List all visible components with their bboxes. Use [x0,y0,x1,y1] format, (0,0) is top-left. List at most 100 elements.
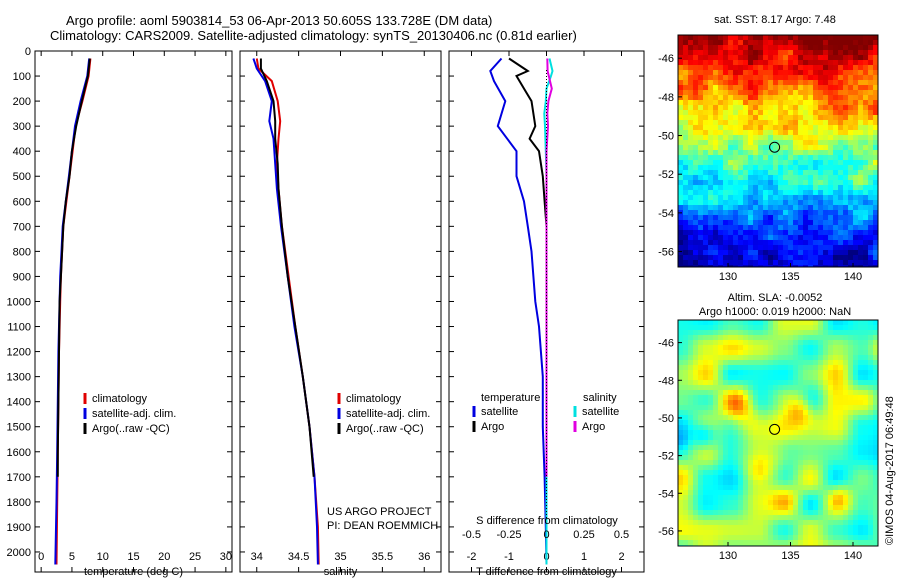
sst-map-cell [708,100,714,106]
sla-map-cell [683,370,689,376]
sst-map-cell [828,145,834,151]
sst-map-cell [713,75,719,81]
sst-map-xtick-label: 140 [844,271,862,283]
sst-map-cell [748,115,754,121]
sla-map-cell [798,515,804,521]
sst-map-cell [743,215,749,221]
sst-map-cell [868,40,874,46]
sst-map-cell [693,50,699,56]
sst-map-cell [783,155,789,161]
sla-map-cell [703,470,709,476]
sla-map-cell [678,485,684,491]
sst-map-cell [703,155,709,161]
sla-map-cell [698,430,704,436]
sst-map-cell [683,85,689,91]
sst-map-cell [728,105,734,111]
sla-map-cell [823,515,829,521]
sla-map-cell [723,355,729,361]
sla-map-cell [873,340,879,346]
sst-map-cell [738,85,744,91]
sst-map-cell [803,65,809,71]
sla-map-cell [688,530,694,536]
sla-map-cell [723,365,729,371]
sla-map-cell [778,490,784,496]
sla-map-cell [678,320,684,326]
sla-map-cell [823,335,829,341]
sst-map-cell [853,170,859,176]
sla-map-cell [853,375,859,381]
sla-map-cell [723,430,729,436]
diff-s-tick-label: 0.5 [614,529,629,541]
sla-map-cell [843,470,849,476]
sst-map-cell [833,185,839,191]
sla-map-cell [708,505,714,511]
sla-map-cell [803,340,809,346]
temperature-ytick-label: 1900 [7,522,31,534]
sst-map-cell [808,90,814,96]
diff-legend-temperature-label: Argo [481,421,504,433]
sla-map-cell [723,415,729,421]
sla-map-cell [868,380,874,386]
sst-map-cell [678,45,684,51]
sst-map-cell [793,110,799,116]
sst-map-cell [873,90,879,96]
sla-map-cell [688,380,694,386]
sla-map-cell [688,365,694,371]
sst-map-cell [698,50,704,56]
sst-map-cell [718,160,724,166]
sst-map-cell [873,200,879,206]
sst-map-cell [863,125,869,131]
sst-map-cell [798,225,804,231]
sst-map-cell [858,240,864,246]
sst-map-cell [833,260,839,266]
sla-map-cell [803,355,809,361]
sla-map-cell [843,360,849,366]
sst-map-cell [838,225,844,231]
sst-map-cell [693,205,699,211]
sst-map-cell [683,200,689,206]
sla-map-cell [838,525,844,531]
sst-map-cell [868,230,874,236]
sla-map-cell [688,480,694,486]
sst-map-cell [763,180,769,186]
sla-map-cell [828,380,834,386]
sst-map-cell [753,175,759,181]
sst-map-cell [723,90,729,96]
sla-map-cell [738,460,744,466]
sst-map-cell [763,45,769,51]
sla-map-cell [713,435,719,441]
sla-map-cell [788,460,794,466]
sst-map-cell [813,210,819,216]
sst-map-cell [833,45,839,51]
sla-map-cell [773,365,779,371]
sla-map-cell [808,335,814,341]
sst-map-cell [788,230,794,236]
sla-map-cell [768,505,774,511]
sla-map-cell [728,520,734,526]
sst-map-cell [768,160,774,166]
sla-map-cell [868,355,874,361]
sla-map-cell [803,475,809,481]
sst-map-cell [693,85,699,91]
sla-map-frame [677,319,879,547]
sst-map-cell [843,265,849,268]
sst-map-cell [833,160,839,166]
sst-map-cell [748,220,754,226]
sst-map-cell [798,90,804,96]
sla-map-cell [768,360,774,366]
sla-map-cell [843,450,849,456]
sla-map-cell [723,420,729,426]
sst-map-cell [758,55,764,61]
sla-map-cell [863,485,869,491]
temperature-ytick-label: 1500 [7,422,31,434]
sla-map-cell [718,330,724,336]
sst-map-cell [738,195,744,201]
sst-map-cell [843,60,849,66]
sla-map-cell [748,360,754,366]
sla-map-cell [703,465,709,471]
sst-map-cell [713,105,719,111]
sla-map-cell [798,430,804,436]
sst-map-cell [808,215,814,221]
sst-map-cell [758,110,764,116]
sla-map-ytick-label: -52 [658,451,674,463]
